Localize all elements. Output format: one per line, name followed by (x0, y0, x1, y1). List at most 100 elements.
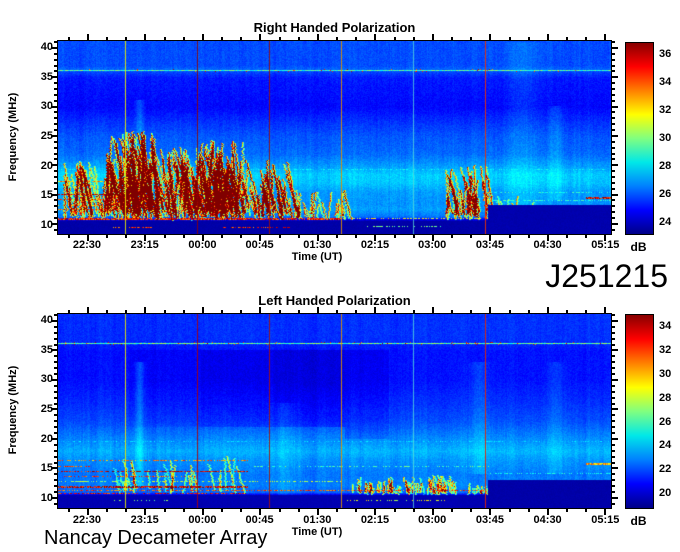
axis-tick (611, 473, 615, 476)
axis-tick (611, 449, 615, 452)
axis-tick (431, 307, 434, 314)
x-tick-label: 03:45 (475, 239, 504, 251)
axis-tick (54, 41, 58, 44)
colorbar-tick-label: 32 (659, 103, 672, 116)
axis-tick (54, 337, 58, 340)
axis-tick (54, 396, 58, 399)
axis-tick (527, 234, 530, 238)
axis-tick (393, 37, 396, 41)
y-tick-label: 30 (40, 100, 53, 113)
axis-tick (470, 234, 473, 238)
axis-tick (489, 234, 492, 241)
axis-tick (336, 37, 339, 41)
axis-tick (54, 199, 58, 202)
axis-tick (566, 37, 569, 41)
axis-tick (585, 508, 588, 512)
y-tick-label: 25 (40, 402, 53, 415)
axis-tick (144, 234, 147, 241)
axis-tick (508, 37, 511, 41)
axis-tick (489, 34, 492, 41)
x-tick-label: 00:45 (245, 514, 274, 526)
axis-tick (54, 461, 58, 464)
x-tick-labels: 22:30 23:15 00:00 00:45 01:30 02:15 03:00 03:45… (57, 239, 620, 252)
axis-tick (54, 361, 58, 364)
axis-tick (611, 170, 615, 173)
axis-tick (508, 310, 511, 314)
axis-tick (412, 508, 415, 512)
axis-tick (54, 485, 58, 488)
axis-tick (54, 140, 58, 143)
axis-tick (611, 129, 615, 132)
axis-tick (546, 34, 549, 41)
x-tick-label: 03:00 (418, 514, 447, 526)
axis-tick (611, 176, 615, 179)
colorbar-tick-label: 30 (659, 132, 672, 145)
axis-tick (336, 508, 339, 512)
axis-tick (470, 37, 473, 41)
axis-tick (51, 378, 58, 381)
axis-tick (221, 37, 224, 41)
axis-tick (566, 310, 569, 314)
axis-tick (201, 307, 204, 314)
axis-tick (182, 37, 185, 41)
axis-tick (54, 331, 58, 334)
axis-tick (611, 140, 615, 143)
axis-tick (163, 508, 166, 512)
axis-tick (355, 310, 358, 314)
colorbar-tick-label: 24 (659, 215, 672, 228)
axis-tick (144, 307, 147, 314)
event-id-label: J251215 (545, 258, 668, 294)
x-tick-label: 02:15 (360, 514, 390, 526)
axis-tick (611, 187, 615, 190)
axis-tick (67, 234, 70, 238)
axis-tick (221, 234, 224, 238)
axis-tick (163, 234, 166, 238)
axis-tick (611, 111, 615, 114)
axis-tick (144, 508, 147, 515)
axis-tick (125, 234, 128, 238)
x-tick-label: 02:15 (360, 239, 390, 251)
axis-tick (611, 52, 615, 55)
axis-tick (451, 310, 454, 314)
axis-tick (611, 134, 618, 137)
x-tick-label: 03:45 (475, 514, 504, 526)
x-tick-label: 22:30 (72, 239, 102, 251)
axis-tick (611, 88, 615, 91)
panel-left-handed: Left Handed Polarization Frequency (MHz)… (0, 273, 680, 552)
colorbar-unit-label: dB (630, 240, 647, 254)
axis-tick (54, 146, 58, 149)
axis-tick (240, 37, 243, 41)
spectrogram-canvas (58, 314, 611, 508)
axis-tick (201, 234, 204, 241)
x-tick-label: 01:30 (303, 239, 332, 251)
axis-tick (54, 181, 58, 184)
y-tick-label: 40 (40, 314, 53, 327)
panel-title: Left Handed Polarization (258, 293, 411, 308)
axis-tick (125, 310, 128, 314)
axis-tick (611, 479, 615, 482)
axis-tick (54, 432, 58, 435)
axis-tick (412, 234, 415, 238)
axis-tick (51, 46, 58, 49)
axis-tick (355, 234, 358, 238)
axis-tick (51, 437, 58, 440)
axis-tick (611, 414, 615, 417)
colorbar-tick-label: 34 (659, 319, 672, 332)
y-tick-label: 35 (40, 70, 53, 83)
axis-tick (54, 325, 58, 328)
x-axis-label: Time (UT) (291, 526, 343, 538)
axis-tick (546, 307, 549, 314)
axis-tick (316, 508, 319, 515)
axis-tick (297, 37, 300, 41)
axis-tick (527, 37, 530, 41)
axis-tick (393, 310, 396, 314)
axis-tick (51, 105, 58, 108)
x-tick-label: 00:00 (188, 514, 217, 526)
x-tick-label: 23:15 (130, 239, 159, 251)
axis-tick (611, 396, 615, 399)
axis-tick (51, 76, 58, 79)
x-tick-label: 05:15 (591, 239, 620, 251)
axis-tick (611, 152, 615, 155)
axis-tick (451, 234, 454, 238)
colorbar-tick-label: 24 (659, 439, 672, 452)
